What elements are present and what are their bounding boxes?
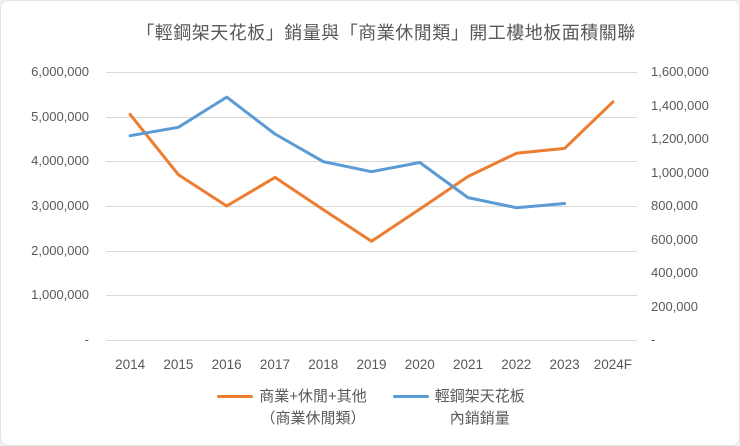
legend-item-ceiling-sales: 輕鋼架天花板 內銷銷量: [392, 386, 525, 430]
x-axis-label: 2019: [356, 357, 387, 372]
x-axis-label: 2021: [453, 357, 484, 372]
right-axis-label: 1,600,000: [651, 64, 709, 79]
left-axis-label: 3,000,000: [31, 198, 89, 213]
legend-label-line1: 輕鋼架天花板: [434, 388, 525, 405]
left-axis-label: 1,000,000: [31, 287, 89, 303]
right-axis-label: 200,000: [651, 298, 698, 314]
gridline: [106, 340, 637, 341]
x-axis-label: 2024F: [593, 357, 632, 372]
left-axis-label: 6,000,000: [31, 64, 89, 79]
right-axis-label: 600,000: [651, 231, 698, 247]
right-axis-label: 400,000: [651, 265, 698, 280]
series-lines-svg: [128, 95, 615, 243]
left-axis-label: 2,000,000: [31, 242, 89, 258]
x-axis-label: 2022: [501, 357, 532, 372]
left-axis-label: 4,000,000: [31, 153, 89, 169]
right-axis-label: -: [651, 332, 656, 347]
x-axis-label: 2016: [211, 357, 242, 372]
legend-label-line1: 商業+休閒+其他: [259, 388, 367, 405]
legend-label-ceiling-sales: 輕鋼架天花板 內銷銷量: [435, 386, 525, 430]
gridline: [106, 206, 637, 207]
legend-label-line2: 內銷銷量: [449, 410, 510, 427]
right-axis-label: 1,400,000: [651, 97, 709, 113]
x-axis-label: 2018: [308, 357, 339, 372]
legend-label-line2: （商業休閒類）: [260, 410, 366, 427]
x-axis-label: 2017: [259, 357, 290, 372]
legend-label-commercial-leisure: 商業+休閒+其他 （商業休閒類）: [259, 386, 367, 430]
right-axis-label: 1,000,000: [651, 164, 709, 180]
legend-line-swatch-blue: [392, 395, 429, 398]
legend: 商業+休閒+其他 （商業休閒類） 輕鋼架天花板 內銷銷量: [1, 386, 739, 430]
gridline: [106, 72, 637, 73]
right-axis-label: 800,000: [651, 198, 698, 213]
chart-title: 「輕鋼架天花板」銷量與「商業休閒類」開工樓地板面積關聯: [136, 23, 636, 43]
gridline: [106, 161, 637, 163]
x-axis-label: 2023: [549, 357, 580, 372]
series-line-ceiling-sales: [128, 95, 567, 210]
gridline: [106, 295, 637, 297]
left-axis-label: 5,000,000: [31, 108, 89, 124]
gridline: [106, 116, 637, 118]
legend-line-swatch-orange: [217, 395, 254, 398]
gridline: [106, 250, 637, 252]
left-axis-label: -: [84, 332, 89, 347]
x-axis-label: 2015: [163, 357, 194, 372]
x-axis-label: 2020: [404, 357, 435, 372]
x-axis-label: 2014: [115, 357, 146, 372]
right-axis-label: 1,200,000: [651, 131, 709, 146]
legend-item-commercial-leisure: 商業+休閒+其他 （商業休閒類）: [217, 386, 367, 430]
series-line-commercial-leisure: [128, 100, 615, 243]
